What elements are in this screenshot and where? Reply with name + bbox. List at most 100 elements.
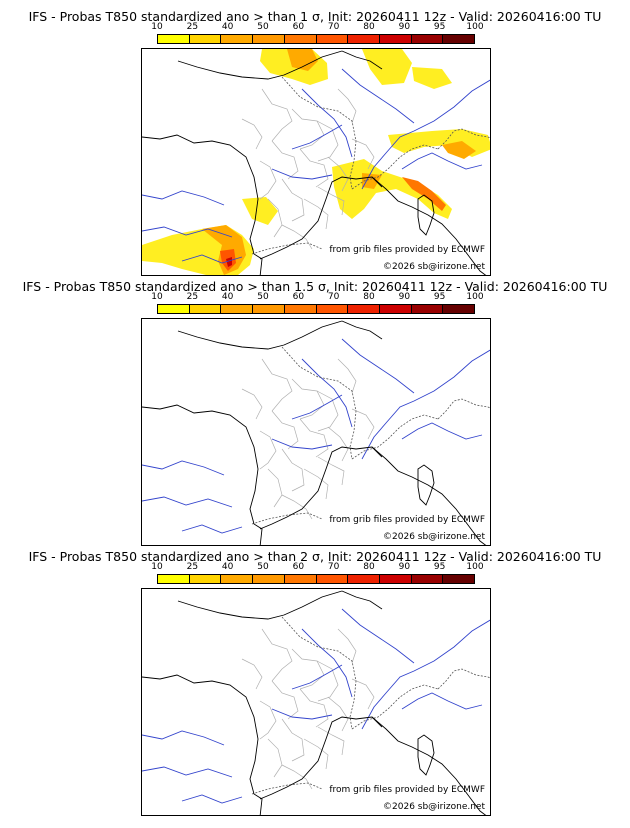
department-boundary	[281, 494, 313, 520]
department-boundary	[261, 88, 293, 142]
coastline	[177, 50, 343, 80]
colorbar-tick-label: 50	[257, 22, 269, 32]
colorbar-tick-label: 80	[363, 22, 375, 32]
probability-area	[402, 177, 446, 211]
probability-area	[362, 49, 412, 85]
river	[142, 190, 225, 206]
department-boundary	[317, 186, 345, 216]
coastline	[341, 50, 383, 70]
department-boundary	[351, 678, 375, 710]
colorbar-segment	[316, 305, 349, 313]
country-border	[251, 512, 323, 525]
colorbar-tick-label: 90	[398, 22, 411, 32]
river	[271, 168, 333, 180]
coastline	[177, 320, 343, 350]
river	[181, 794, 243, 804]
colorbar-segment	[348, 35, 380, 43]
colorbar-segment	[221, 305, 254, 313]
panel-title: IFS - Probas T850 standardized ano > tha…	[28, 9, 602, 24]
river	[341, 608, 415, 664]
department-boundary	[241, 118, 263, 150]
department-boundary	[267, 198, 283, 238]
colorbar-segment	[379, 575, 412, 583]
colorbar-segment	[253, 305, 285, 313]
colorbar-tick-label: 90	[398, 292, 411, 302]
department-boundary	[351, 138, 375, 170]
map: from grib files provided by ECMWF ©2026 …	[141, 318, 491, 546]
department-boundary	[316, 120, 339, 162]
coastline	[142, 404, 263, 545]
department-boundary	[299, 148, 329, 188]
river	[361, 619, 490, 730]
colorbar-tick-label: 80	[363, 292, 375, 302]
river	[142, 496, 233, 508]
department-boundary	[259, 430, 277, 470]
colorbar-segment	[158, 305, 190, 313]
coastline	[371, 716, 487, 815]
colorbar-segment	[253, 35, 285, 43]
panel-2-sigma: IFS - Probas T850 standardized ano > tha…	[0, 540, 630, 816]
credit-copyright: ©2026 sb@irizone.net	[383, 802, 485, 812]
colorbar-segment	[221, 35, 254, 43]
department-boundary	[281, 764, 313, 790]
department-boundary	[261, 358, 293, 412]
colorbar-segment	[284, 575, 317, 583]
colorbar-tick-label: 25	[186, 22, 199, 32]
department-boundary	[351, 408, 375, 440]
colorbar-tick-label: 80	[363, 562, 375, 572]
river	[291, 124, 343, 150]
country-border	[351, 144, 439, 190]
colorbar	[157, 574, 475, 584]
credit-source: from grib files provided by ECMWF	[329, 785, 485, 795]
colorbar-tick-label: 95	[433, 292, 446, 302]
colorbar-tick-label: 40	[221, 562, 234, 572]
colorbar-tick-label: 60	[292, 562, 305, 572]
river	[142, 766, 233, 778]
country-border	[437, 668, 490, 690]
department-boundary	[317, 456, 345, 486]
river	[361, 79, 490, 190]
colorbar-segment	[411, 305, 444, 313]
colorbar-segment	[189, 575, 222, 583]
island-coastline	[417, 464, 435, 506]
map: from grib files provided by ECMWF ©2026 …	[141, 48, 491, 276]
credit-copyright: ©2026 sb@irizone.net	[383, 262, 485, 272]
probability-area	[388, 129, 490, 157]
river	[142, 460, 225, 476]
basemap	[142, 320, 490, 545]
colorbar-segment	[316, 35, 349, 43]
river	[301, 628, 353, 698]
credit-copyright: ©2026 sb@irizone.net	[383, 532, 485, 542]
colorbar-tick-label: 70	[327, 22, 340, 32]
probability-area	[332, 159, 452, 219]
colorbar-ticks: 10 25 40 50 60 70 80 90 95 100	[151, 562, 483, 574]
country-border	[437, 398, 490, 420]
department-boundary	[241, 658, 263, 690]
panel-title: IFS - Probas T850 standardized ano > tha…	[28, 549, 602, 564]
department-boundary	[271, 140, 299, 180]
river	[181, 254, 243, 264]
colorbar	[157, 34, 475, 44]
river	[301, 88, 353, 158]
colorbar	[157, 304, 475, 314]
department-boundary	[303, 198, 329, 230]
country-border	[281, 346, 357, 460]
island-coastline	[417, 734, 435, 776]
river	[291, 664, 343, 690]
colorbar-segment	[348, 575, 380, 583]
river	[301, 358, 353, 428]
colorbar-segment	[411, 575, 444, 583]
department-boundary	[281, 718, 305, 762]
coastline	[341, 320, 383, 340]
colorbar-tick-label: 90	[398, 562, 411, 572]
department-boundary	[327, 426, 349, 462]
department-boundary	[316, 660, 339, 702]
department-boundary	[271, 680, 299, 720]
department-boundary	[317, 726, 345, 756]
river	[341, 338, 415, 394]
department-boundary	[267, 468, 283, 508]
coastline	[371, 176, 487, 275]
basemap	[142, 49, 490, 275]
department-boundary	[299, 688, 329, 728]
colorbar-tick-label: 25	[186, 562, 199, 572]
